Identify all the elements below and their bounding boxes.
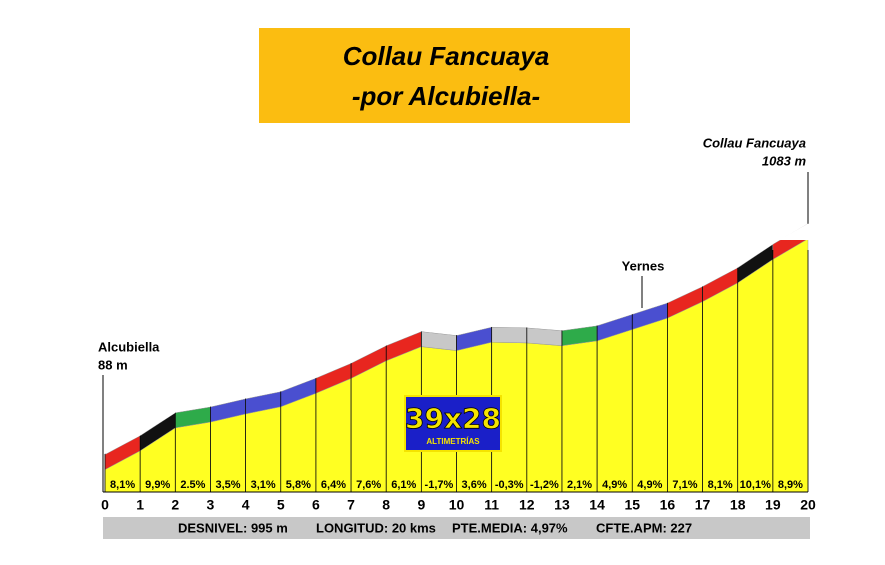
- x-tick-label: 19: [765, 497, 781, 513]
- segment-fill: [315, 378, 352, 493]
- logo: 39x28 ALTIMETRÍAS: [404, 395, 502, 452]
- sky-cover: [280, 240, 317, 392]
- segment-label: 8,1%: [110, 479, 135, 491]
- segment-fill: [596, 329, 633, 493]
- sky-cover: [491, 240, 528, 328]
- x-tick-label: 7: [347, 497, 355, 513]
- segment-fill: [632, 317, 668, 493]
- segment-band: [491, 326, 528, 344]
- footer-stat: PTE.MEDIA: 4,97%: [452, 520, 568, 535]
- sky-cover: [174, 240, 212, 413]
- x-tick-label: 3: [207, 497, 215, 513]
- x-tick-label: 20: [800, 497, 816, 513]
- logo-box: [404, 395, 502, 452]
- footer: DESNIVEL: 995 m LONGITUD: 20 kms PTE.MEDIA…: [178, 520, 692, 535]
- segment-label: 4,9%: [602, 479, 627, 491]
- sky-cover: [385, 240, 422, 346]
- footer-stat: CFTE.APM: 227: [596, 520, 692, 535]
- sky-cover: [666, 240, 704, 303]
- segment-label: 3,1%: [251, 479, 276, 491]
- sky-cover: [209, 240, 247, 407]
- x-tick-label: 10: [449, 497, 465, 513]
- segment-label: 8,9%: [778, 479, 803, 491]
- end-elevation: 1083 m: [762, 153, 807, 168]
- sky-cover: [772, 223, 809, 244]
- segment-label: 7,1%: [672, 479, 697, 491]
- segment-band: [526, 327, 563, 346]
- segment-fill: [350, 360, 387, 493]
- sky-cover: [315, 240, 352, 378]
- segment-label: 6,1%: [391, 479, 416, 491]
- x-tick-label: 4: [242, 497, 250, 513]
- segment-fill: [702, 282, 738, 493]
- segment-label: -1,2%: [530, 479, 559, 491]
- annotation: Yernes: [622, 258, 665, 273]
- x-tick-label: 13: [554, 497, 570, 513]
- sky-cover: [104, 240, 141, 455]
- sky-cover: [737, 240, 774, 268]
- footer-stat: LONGITUD: 20 kms: [316, 520, 436, 535]
- segment-label: 3,6%: [462, 479, 487, 491]
- segment-label: 2.5%: [180, 479, 205, 491]
- x-tick-label: 15: [624, 497, 640, 513]
- title-box: [259, 28, 630, 123]
- segment-label: -1,7%: [425, 479, 454, 491]
- sky-cover: [701, 240, 739, 287]
- sky-cover: [420, 240, 458, 336]
- segment-label: 9,9%: [145, 479, 170, 491]
- start-elevation: 88 m: [98, 357, 128, 372]
- sky-cover: [561, 240, 598, 331]
- segment-label: 4,9%: [637, 479, 662, 491]
- logo-subtitle: ALTIMETRÍAS: [426, 437, 480, 446]
- footer-bar: [103, 517, 810, 539]
- chart-title: Collau Fancuaya: [343, 41, 550, 71]
- plot: 8,1% 9,9% 2.5% 3,5% 3,1% 5,8% 6,4% 7,6% 6,1% -1,7…: [101, 172, 816, 513]
- end-name: Collau Fancuaya: [703, 135, 806, 150]
- sky-cover: [350, 240, 387, 363]
- x-tick-label: 6: [312, 497, 320, 513]
- x-tick-label: 2: [171, 497, 179, 513]
- segment-label: -0,3%: [495, 479, 524, 491]
- x-tick-label: 9: [417, 497, 425, 513]
- x-tick-label: 1: [136, 497, 144, 513]
- segment-label: 6,4%: [321, 479, 346, 491]
- x-tick-label: 17: [695, 497, 711, 513]
- segment-fill: [772, 238, 809, 493]
- sky-cover: [455, 240, 493, 336]
- segment-label: 10,1%: [740, 479, 771, 491]
- x-tick-label: 5: [277, 497, 285, 513]
- sky-cover: [245, 240, 282, 399]
- x-tick-label: 8: [382, 497, 390, 513]
- sky-cover: [631, 240, 668, 314]
- segment-fill: [526, 342, 563, 493]
- x-tick-label: 11: [484, 497, 499, 513]
- segment-fill: [280, 392, 317, 493]
- segment-label: 3,5%: [215, 479, 240, 491]
- chart-subtitle: -por Alcubiella-: [352, 81, 540, 111]
- segment-label: 2,1%: [567, 479, 592, 491]
- sky-cover: [139, 240, 176, 436]
- segment-label: 8,1%: [708, 479, 733, 491]
- x-tick-label: 16: [660, 497, 676, 513]
- x-tick-label: 12: [519, 497, 535, 513]
- x-tick-label: 14: [589, 497, 605, 513]
- logo-title: 39x28: [405, 402, 501, 435]
- start-name: Alcubiella: [98, 339, 160, 354]
- segment-fill: [561, 340, 598, 493]
- x-tick-label: 18: [730, 497, 746, 513]
- sky-cover: [526, 240, 563, 331]
- segment-fill: [737, 258, 774, 493]
- x-tick-label: 0: [101, 497, 109, 513]
- footer-stat: DESNIVEL: 995 m: [178, 520, 288, 535]
- segment-fill: [667, 301, 703, 493]
- segment-label: 7,6%: [356, 479, 381, 491]
- segment-label: 5,8%: [286, 479, 311, 491]
- sky-cover: [596, 240, 633, 326]
